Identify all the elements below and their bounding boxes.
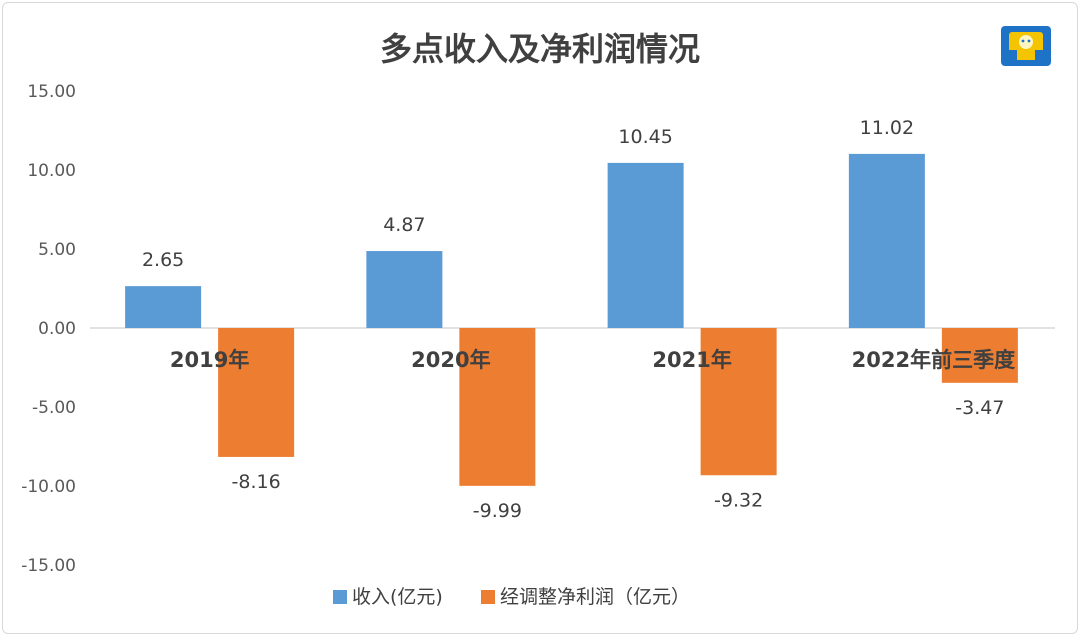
bar-net-profit: [218, 328, 295, 457]
category-label: 2020年: [411, 348, 490, 372]
bar-revenue: [607, 162, 684, 328]
y-tick-label: 5.00: [38, 240, 76, 260]
y-tick-label: 10.00: [27, 161, 76, 181]
bar-net-profit: [941, 328, 1018, 383]
legend: 收入(亿元) 经调整净利润（亿元）: [333, 586, 690, 608]
data-label-net-profit: -8.16: [232, 471, 281, 493]
bar-revenue: [125, 286, 202, 328]
y-tick-label: -10.00: [21, 477, 76, 497]
bar-net-profit: [700, 328, 777, 476]
bars: [125, 153, 1018, 486]
data-label-revenue: 2.65: [142, 249, 184, 271]
category-label: 2021年: [652, 348, 731, 372]
data-label-revenue: 11.02: [860, 117, 914, 139]
bar-revenue: [366, 251, 443, 328]
logo-icon: [1001, 26, 1051, 66]
category-labels: 2019年 2020年 2021年 2022年前三季度: [170, 348, 1015, 372]
bar-net-profit: [459, 328, 536, 486]
category-label: 2019年: [170, 348, 249, 372]
y-axis: 15.00 10.00 5.00 0.00 -5.00 -10.00 -15.00: [21, 82, 76, 576]
y-tick-label: -5.00: [32, 398, 76, 418]
y-tick-label: -15.00: [21, 556, 76, 576]
data-label-net-profit: -9.99: [473, 500, 522, 522]
data-label-net-profit: -3.47: [955, 397, 1004, 419]
legend-label-revenue: 收入(亿元): [352, 586, 443, 608]
data-labels: 2.65 -8.16 4.87 -9.99 10.45 -9.32 11.02 -3.47: [142, 117, 1004, 522]
y-tick-label: 15.00: [27, 82, 76, 102]
bar-revenue: [848, 153, 925, 328]
data-label-net-profit: -9.32: [714, 489, 763, 511]
legend-label-net-profit: 经调整净利润（亿元）: [500, 586, 690, 608]
y-tick-label: 0.00: [38, 319, 76, 339]
data-label-revenue: 10.45: [618, 126, 672, 148]
legend-swatch-revenue: [333, 590, 347, 604]
chart-title: 多点收入及净利润情况: [380, 30, 700, 68]
category-label: 2022年前三季度: [852, 348, 1015, 372]
data-label-revenue: 4.87: [383, 214, 425, 236]
legend-swatch-net-profit: [481, 590, 495, 604]
